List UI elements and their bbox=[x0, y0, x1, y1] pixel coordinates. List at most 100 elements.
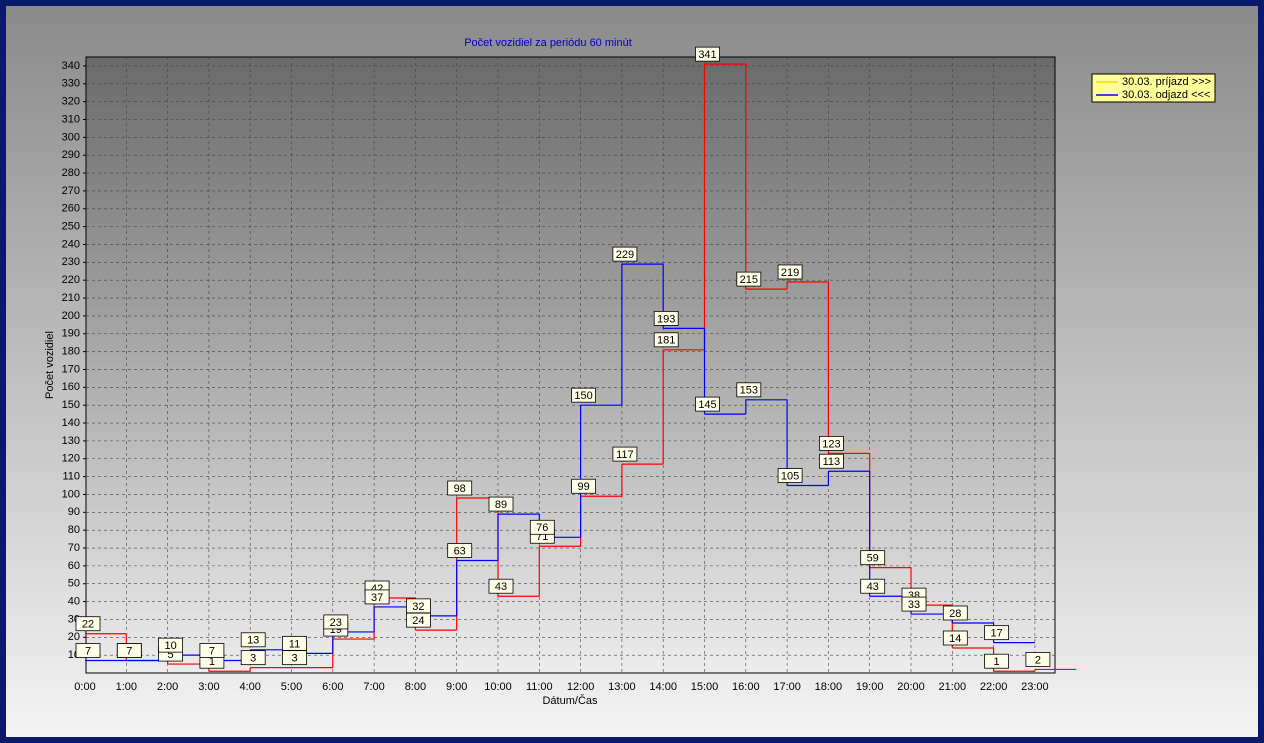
x-tick-label: 11:00 bbox=[526, 681, 553, 693]
value-label-box bbox=[695, 46, 720, 62]
value-label: 181 bbox=[657, 335, 675, 347]
y-tick-label: 210 bbox=[62, 292, 80, 304]
value-label: 2 bbox=[1035, 654, 1041, 666]
value-label-box bbox=[695, 396, 720, 412]
value-label-box bbox=[653, 332, 679, 348]
value-label: 215 bbox=[740, 274, 758, 286]
value-label-box bbox=[653, 310, 679, 326]
x-tick-label: 2:00 bbox=[157, 681, 178, 693]
value-label-box bbox=[860, 578, 886, 594]
y-tick-label: 150 bbox=[62, 399, 80, 411]
legend-label: 30.03. odjazd <<< bbox=[1122, 89, 1210, 101]
value-label-box bbox=[984, 653, 1009, 669]
value-label-box bbox=[282, 635, 307, 651]
x-tick-label: 22:00 bbox=[980, 681, 1008, 693]
y-tick-label: 250 bbox=[62, 221, 80, 233]
value-label-box bbox=[529, 519, 555, 535]
y-tick-label: 200 bbox=[62, 310, 80, 322]
value-label: 89 bbox=[495, 499, 507, 511]
y-tick-label: 130 bbox=[62, 435, 80, 447]
x-tick-label: 9:00 bbox=[446, 681, 467, 693]
value-label: 1 bbox=[994, 656, 1000, 668]
x-tick-label: 18:00 bbox=[815, 681, 843, 693]
x-axis-label: Dátum/Čas bbox=[542, 694, 598, 707]
y-tick-label: 240 bbox=[62, 238, 80, 250]
value-label: 7 bbox=[126, 645, 132, 657]
y-axis-label: Počet vozidiel bbox=[44, 331, 56, 399]
value-label-box bbox=[571, 387, 596, 403]
value-label-box bbox=[447, 543, 473, 558]
value-label: 145 bbox=[698, 399, 716, 411]
value-label-box bbox=[488, 496, 514, 512]
x-tick-label: 5:00 bbox=[281, 681, 302, 693]
y-tick-label: 50 bbox=[68, 578, 80, 590]
y-tick-label: 300 bbox=[62, 131, 80, 143]
y-tick-label: 260 bbox=[62, 203, 80, 215]
value-label-box bbox=[819, 435, 844, 451]
y-tick-label: 120 bbox=[62, 453, 80, 465]
value-label: 7 bbox=[85, 645, 91, 657]
y-tick-label: 90 bbox=[68, 506, 80, 518]
value-label: 193 bbox=[657, 313, 675, 325]
value-label-box bbox=[860, 550, 886, 566]
value-label: 1 bbox=[209, 656, 215, 668]
legend bbox=[1091, 73, 1216, 103]
value-label: 43 bbox=[495, 581, 507, 593]
value-label: 17 bbox=[990, 628, 1002, 640]
value-label-box bbox=[736, 382, 762, 398]
x-tick-label: 19:00 bbox=[856, 681, 884, 693]
value-label: 11 bbox=[289, 638, 300, 650]
value-label-box bbox=[75, 643, 101, 658]
plot-area bbox=[85, 56, 1056, 674]
value-label-box bbox=[116, 643, 142, 658]
value-label-box bbox=[447, 480, 473, 496]
chart-title: Počet vozidiel za periódu 60 minút bbox=[464, 37, 632, 49]
y-tick-label: 170 bbox=[62, 363, 80, 375]
value-label: 37 bbox=[371, 592, 383, 604]
y-tick-label: 60 bbox=[68, 560, 80, 572]
value-label-box bbox=[777, 264, 803, 280]
y-tick-label: 80 bbox=[68, 524, 80, 536]
value-label-box bbox=[323, 614, 349, 630]
y-tick-label: 190 bbox=[62, 328, 80, 340]
value-label-box bbox=[819, 453, 844, 469]
x-tick-label: 4:00 bbox=[239, 681, 260, 693]
y-tick-label: 110 bbox=[62, 471, 80, 483]
value-label: 153 bbox=[740, 385, 758, 397]
value-label: 117 bbox=[616, 449, 634, 461]
value-label: 33 bbox=[908, 599, 920, 611]
x-tick-label: 15:00 bbox=[691, 681, 719, 693]
x-tick-label: 21:00 bbox=[939, 681, 967, 693]
y-tick-label: 330 bbox=[62, 78, 80, 90]
value-label: 150 bbox=[574, 390, 592, 402]
value-label: 123 bbox=[822, 438, 840, 450]
x-tick-label: 12:00 bbox=[567, 681, 595, 693]
x-tick-label: 10:00 bbox=[484, 681, 512, 693]
value-label: 10 bbox=[164, 640, 176, 652]
y-tick-label: 70 bbox=[68, 542, 80, 554]
y-tick-label: 280 bbox=[62, 167, 80, 179]
y-tick-label: 340 bbox=[62, 60, 80, 72]
value-label-box bbox=[488, 578, 514, 594]
x-tick-label: 1:00 bbox=[116, 681, 137, 693]
value-label-box bbox=[1025, 652, 1051, 667]
value-label: 98 bbox=[454, 483, 466, 495]
value-label-box bbox=[612, 446, 638, 462]
value-label-box bbox=[240, 632, 266, 648]
y-tick-label: 20 bbox=[68, 631, 80, 643]
x-tick-label: 13:00 bbox=[608, 681, 636, 693]
value-label: 24 bbox=[412, 615, 424, 627]
value-label: 32 bbox=[412, 601, 424, 613]
value-label-box bbox=[942, 630, 968, 646]
value-label-box bbox=[199, 643, 225, 658]
x-tick-label: 6:00 bbox=[322, 681, 343, 693]
value-label: 219 bbox=[781, 267, 799, 279]
x-tick-label: 23:00 bbox=[1021, 681, 1049, 693]
value-label: 3 bbox=[250, 653, 256, 665]
value-label: 3 bbox=[291, 653, 297, 665]
value-label: 28 bbox=[949, 608, 961, 620]
y-tick-label: 220 bbox=[62, 274, 80, 286]
value-label: 22 bbox=[82, 619, 94, 631]
value-label: 5 bbox=[168, 649, 174, 661]
